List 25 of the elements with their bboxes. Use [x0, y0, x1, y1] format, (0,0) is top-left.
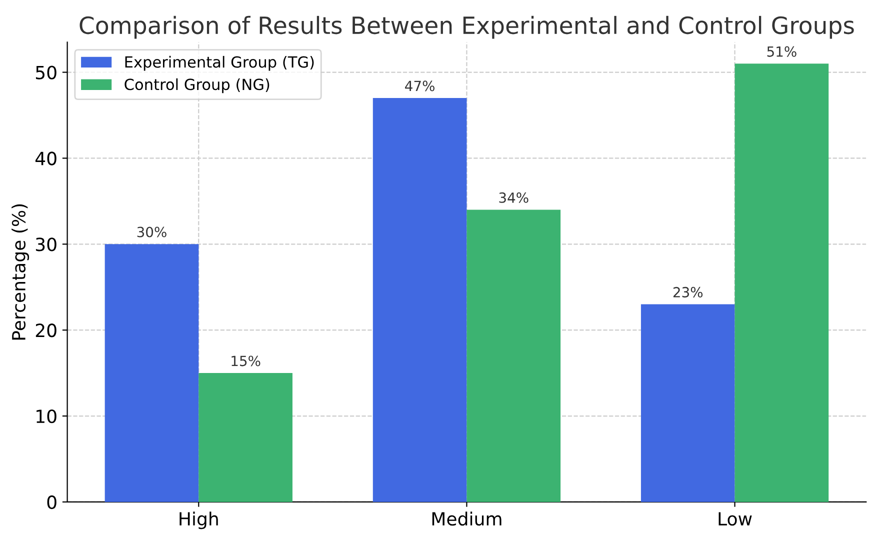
- y-axis-title: Percentage (%): [12, 204, 30, 340]
- y-tick-label: 10: [36, 409, 56, 424]
- legend-label: Experimental Group (TG): [125, 56, 314, 71]
- data-label: 34%: [499, 192, 528, 203]
- data-label: 30%: [137, 226, 166, 238]
- bar: [466, 210, 561, 502]
- x-tick-label: Low: [718, 512, 752, 526]
- y-tick-label: 30: [36, 238, 56, 252]
- data-label: 47%: [405, 80, 434, 92]
- data-label: 15%: [232, 356, 260, 366]
- data-label: 23%: [673, 286, 703, 298]
- legend-label: Control Group (NG): [124, 78, 270, 94]
- chart-title: Comparison of Results Between Experimental and Control Groups: [80, 16, 854, 39]
- data-label: 51%: [767, 46, 796, 57]
- y-tick-label: 40: [35, 152, 56, 166]
- x-tick-label: Medium: [432, 512, 502, 526]
- bar: [198, 373, 292, 502]
- bar: [104, 244, 199, 502]
- bar: [734, 64, 829, 502]
- y-tick-label: 0: [47, 495, 56, 510]
- bar: [372, 98, 467, 502]
- bar: [640, 304, 735, 502]
- y-tick-label: 20: [36, 324, 56, 338]
- x-tick-label: High: [180, 512, 218, 530]
- y-tick-label: 50: [36, 66, 56, 80]
